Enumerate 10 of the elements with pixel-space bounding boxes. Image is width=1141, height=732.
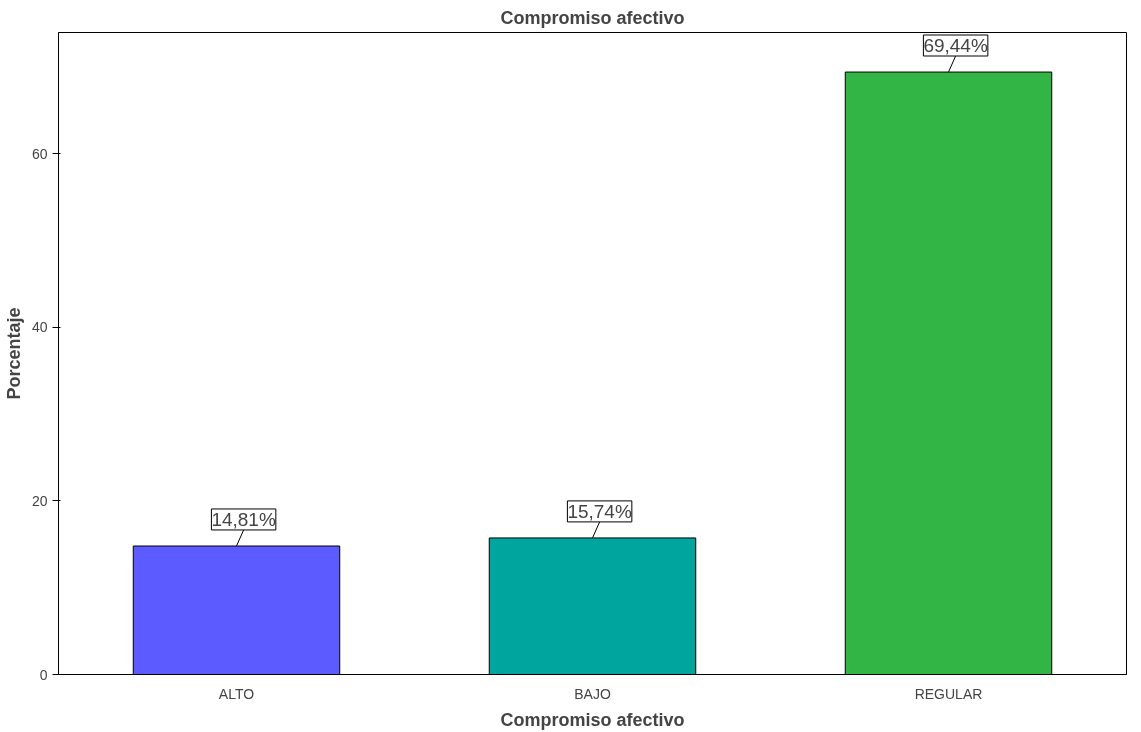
y-axis-title: Porcentaje: [3, 307, 24, 400]
y-tick-label: 20: [31, 492, 48, 509]
y-tick-label: 60: [31, 145, 48, 162]
x-tick-label: BAJO: [574, 685, 611, 702]
x-tick-label: REGULAR: [914, 685, 983, 702]
chart-title: Compromiso afectivo: [500, 7, 685, 28]
x-axis-title: Compromiso afectivo: [500, 709, 685, 730]
y-tick-label: 0: [39, 666, 48, 683]
y-tick-label: 40: [31, 319, 48, 336]
x-tick-label: ALTO: [218, 685, 255, 702]
